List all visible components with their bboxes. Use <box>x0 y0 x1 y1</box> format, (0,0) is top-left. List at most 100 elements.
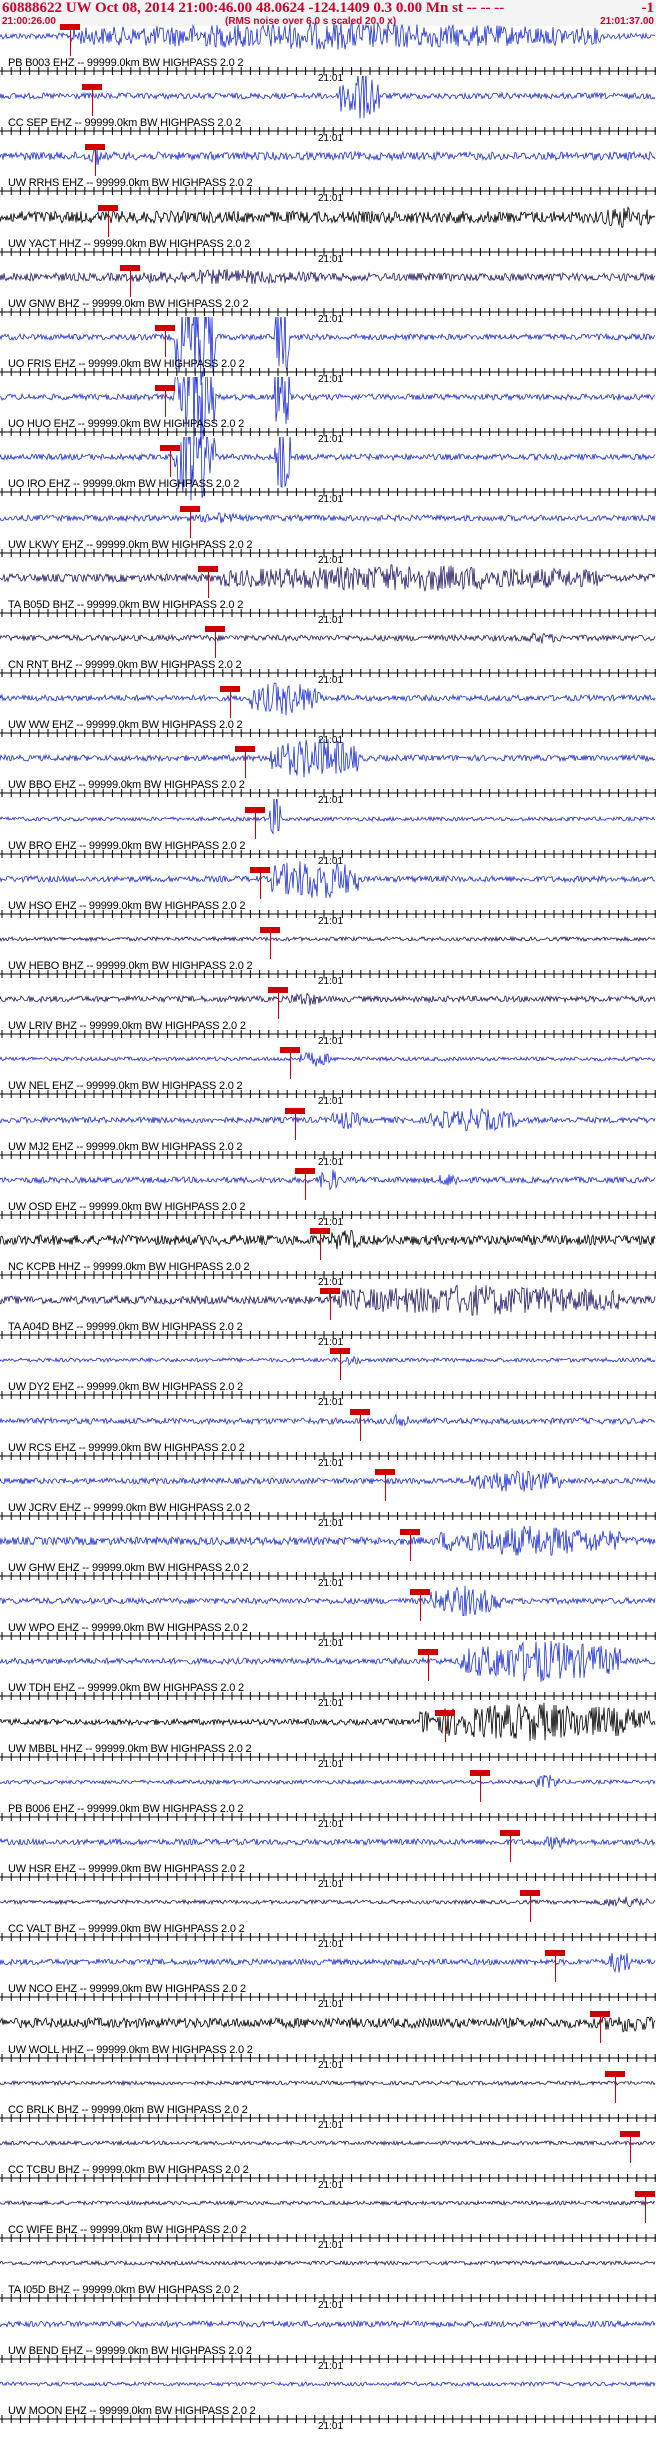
phase-pick-line <box>230 692 231 719</box>
phase-pick-line <box>555 1956 556 1983</box>
minute-marker: 21:01 <box>318 1337 344 1349</box>
trace-line <box>0 2015 656 2033</box>
station-label: TA A04D BHZ -- 99999.0km BW HIGHPASS 2.0… <box>8 1321 243 1334</box>
station-label: CC SEP EHZ -- 99999.0km BW HIGHPASS 2.0 … <box>8 117 241 130</box>
trace-waveform <box>0 1702 656 1741</box>
minute-marker: 21:01 <box>318 1758 344 1770</box>
station-label: UW GHW EHZ -- 99999.0km BW HIGHPASS 2.0 … <box>8 1562 249 1574</box>
phase-pick-marker <box>155 385 175 392</box>
time-axis <box>0 1933 656 1942</box>
minute-marker: 21:01 <box>318 1036 344 1048</box>
phase-pick-line <box>278 993 279 1020</box>
time-axis <box>0 1873 656 1881</box>
time-axis <box>0 307 656 316</box>
station-label: UW HSO EHZ -- 99999.0km BW HIGHPASS 2.0 … <box>8 899 246 912</box>
scale-note: (RMS noise over 6.0 s scaled 20.0 x) <box>225 16 397 27</box>
phase-pick-marker <box>410 1589 430 1596</box>
phase-pick-marker <box>545 1950 565 1957</box>
trace-line <box>0 631 656 644</box>
minute-marker: 21:01 <box>318 1578 344 1589</box>
time-axis <box>0 849 656 858</box>
trace-line <box>0 1774 656 1788</box>
minute-marker: 21:01 <box>318 614 344 626</box>
trace-line <box>0 2260 656 2267</box>
minute-marker: 21:01 <box>318 1216 344 1228</box>
phase-pick-line <box>615 2076 616 2103</box>
phase-pick-marker <box>375 1468 395 1475</box>
trace-waveform <box>0 1412 656 1427</box>
trace-line <box>0 1470 656 1492</box>
minute-marker: 21:01 <box>318 1939 344 1951</box>
phase-pick-marker <box>250 866 270 873</box>
time-axis <box>0 1993 656 2002</box>
phase-pick-marker <box>85 144 105 151</box>
station-label: UW NCO EHZ -- 99999.0km BW HIGHPASS 2.0 … <box>8 1983 246 1996</box>
phase-pick-line <box>70 30 71 56</box>
trace-line <box>0 798 656 835</box>
trace-line <box>0 1284 656 1316</box>
minute-marker: 21:01 <box>318 374 344 385</box>
trace-waveform <box>0 935 656 943</box>
phase-pick-marker <box>418 1649 438 1656</box>
event-flag: -1 <box>641 0 655 16</box>
phase-pick-marker <box>280 1047 300 1054</box>
trace-waveform <box>0 437 656 501</box>
phase-pick-line <box>630 2137 631 2163</box>
station-label: CC VALT BHZ -- 99999.0km BW HIGHPASS 2.0… <box>8 1923 245 1936</box>
time-axis <box>0 1451 656 1460</box>
station-label: UW LKWY EHZ -- 99999.0km BW HIGHPASS 2.0… <box>8 538 253 551</box>
trace-line <box>0 1412 656 1427</box>
phase-pick-marker <box>82 84 102 91</box>
phase-pick-line <box>645 2197 646 2224</box>
time-axis <box>0 1511 656 1520</box>
time-axis <box>0 909 656 918</box>
phase-pick-marker <box>605 2070 625 2077</box>
phase-pick-line <box>95 150 96 177</box>
phase-pick-marker <box>400 1529 420 1535</box>
phase-pick-line <box>360 1414 361 1441</box>
minute-marker: 21:01 <box>318 1397 344 1409</box>
phase-pick-marker <box>220 686 240 693</box>
phase-pick-line <box>165 391 166 418</box>
trace-waveform <box>0 1284 656 1316</box>
station-label: UW HEBO BHZ -- 99999.0km BW HIGHPASS 2.0… <box>8 960 253 972</box>
trace-line <box>0 1525 656 1556</box>
phase-pick-marker <box>198 565 218 572</box>
minute-marker: 21:01 <box>318 735 344 747</box>
trace-waveform <box>0 511 656 523</box>
trace-waveform <box>0 76 656 119</box>
station-label: UW YACT HHZ -- 99999.0km BW HIGHPASS 2.0… <box>8 237 251 250</box>
phase-pick-line <box>510 1836 511 1862</box>
phase-pick-marker <box>98 204 118 211</box>
phase-pick-marker <box>235 746 255 753</box>
trace-line <box>0 1229 656 1250</box>
station-label: PB B006 EHZ -- 99999.0km BW HIGHPASS 2.0… <box>8 1802 244 1815</box>
trace-line <box>0 377 656 446</box>
trace-waveform <box>0 1836 656 1851</box>
minute-marker: 21:01 <box>318 2119 344 2131</box>
time-axis <box>0 127 656 136</box>
trace-waveform <box>0 2260 656 2267</box>
trace-waveform <box>0 1953 656 1974</box>
trace-waveform <box>0 564 656 592</box>
phase-pick-line <box>385 1474 386 1501</box>
phase-pick-marker <box>245 806 265 813</box>
phase-pick-line <box>295 1113 296 1140</box>
time-axis <box>0 2113 656 2122</box>
time-axis <box>0 2294 656 2303</box>
minute-marker: 21:01 <box>318 855 344 867</box>
trace-line <box>0 148 656 166</box>
station-label: UW MJ2 EHZ -- 99999.0km BW HIGHPASS 2.0 … <box>8 1140 243 1153</box>
time-axis <box>0 970 656 978</box>
event-title: 60888622 UW Oct 08, 2014 21:00:46.00 48.… <box>2 0 505 16</box>
phase-pick-line <box>330 1294 331 1321</box>
seismogram-panel: 21:01 PB B003 EHZ -- 99999.0km BW HIGHPAS… <box>0 22 656 2438</box>
station-label: UW RCS EHZ -- 99999.0km BW HIGHPASS 2.0 … <box>8 1441 245 1454</box>
plot-header: 60888622 UW Oct 08, 2014 21:00:46.00 48.… <box>0 0 656 27</box>
phase-pick-marker <box>205 626 225 632</box>
phase-pick-line <box>530 1896 531 1923</box>
minute-marker: 21:01 <box>318 494 344 506</box>
station-label: UW BRO EHZ -- 99999.0km BW HIGHPASS 2.0 … <box>8 839 246 852</box>
trace-waveform <box>0 1896 656 1908</box>
trace-line <box>0 1953 656 1974</box>
